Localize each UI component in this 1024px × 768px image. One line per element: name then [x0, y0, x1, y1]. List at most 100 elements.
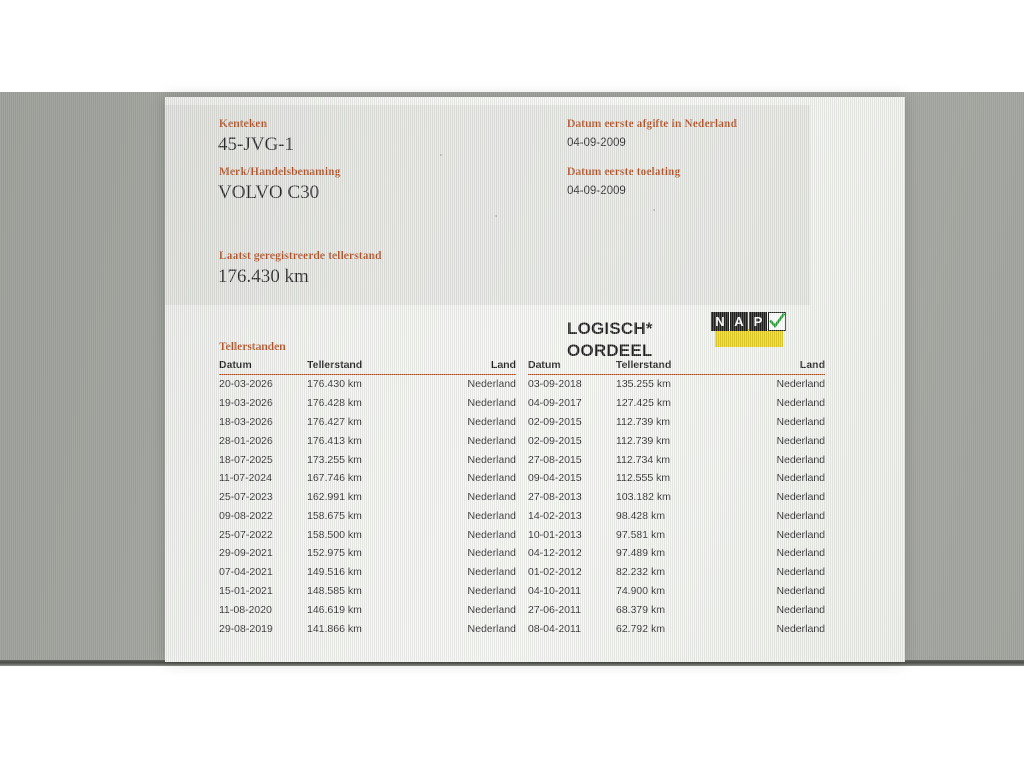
table-row: 25-07-2022 158.500 km Nederland — [219, 525, 516, 544]
column-header-datum: Datum — [528, 359, 616, 375]
cell-datum: 27-08-2013 — [528, 491, 582, 504]
cell-land: Nederland — [776, 415, 825, 428]
cell-tellerstand: 152.975 km — [307, 547, 362, 560]
cell-tellerstand: 97.581 km — [616, 528, 666, 541]
cell-land: Nederland — [467, 378, 516, 391]
cell-land: Nederland — [776, 397, 825, 410]
cell-tellerstand: 112.555 km — [616, 472, 671, 485]
table-row: 28-01-2026 176.413 km Nederland — [219, 431, 516, 450]
table-row: 25-07-2023 162.991 km Nederland — [219, 488, 516, 507]
mileage-table-left: Datum Tellerstand Land 20-03-2026 176.430… — [219, 359, 516, 638]
cell-tellerstand: 176.427 km — [307, 415, 362, 428]
column-header-datum: Datum — [219, 359, 307, 375]
cell-land: Nederland — [776, 453, 825, 466]
cell-land: Nederland — [467, 397, 516, 410]
kenteken-value: 45-JVG-1 — [218, 134, 294, 155]
cell-tellerstand: 141.866 km — [307, 622, 362, 635]
cell-tellerstand: 103.182 km — [616, 491, 671, 504]
cell-land: Nederland — [467, 528, 516, 541]
cell-datum: 20-03-2026 — [219, 378, 273, 391]
table-row: 02-09-2015 112.739 km Nederland — [528, 431, 825, 450]
cell-tellerstand: 74.900 km — [616, 584, 666, 597]
table-row: 18-07-2025 173.255 km Nederland — [219, 450, 516, 469]
cell-datum: 04-09-2017 — [528, 397, 582, 410]
cell-tellerstand: 158.675 km — [307, 509, 362, 522]
cell-tellerstand: 148.585 km — [307, 584, 362, 597]
table-body: 20-03-2026 176.430 km Nederland 19-03-2026 1… — [219, 375, 516, 638]
header-panel — [165, 105, 810, 305]
vehicle-history-document: Kenteken 45-JVG-1 Merk/Handelsbenaming V… — [165, 97, 905, 662]
cell-tellerstand: 146.619 km — [307, 603, 362, 616]
cell-tellerstand: 112.739 km — [616, 415, 671, 428]
table-row: 09-04-2015 112.555 km Nederland — [528, 469, 825, 488]
cell-land: Nederland — [776, 603, 825, 616]
table-row: 29-08-2019 141.866 km Nederland — [219, 619, 516, 638]
cell-tellerstand: 112.739 km — [616, 434, 671, 447]
table-row: 04-12-2012 97.489 km Nederland — [528, 544, 825, 563]
nap-letter-n: N — [711, 312, 729, 331]
cell-datum: 14-02-2013 — [528, 509, 582, 522]
cell-land: Nederland — [776, 547, 825, 560]
cell-land: Nederland — [467, 547, 516, 560]
cell-datum: 29-08-2019 — [219, 622, 273, 635]
nap-logo: N A P — [711, 312, 786, 352]
cell-tellerstand: 135.255 km — [616, 378, 671, 391]
cell-land: Nederland — [776, 622, 825, 635]
table-row: 11-07-2024 167.746 km Nederland — [219, 469, 516, 488]
cell-datum: 27-08-2015 — [528, 453, 582, 466]
verdict-line-2: OORDEEL — [567, 341, 653, 360]
table-head: Datum Tellerstand Land — [219, 359, 516, 375]
table-body: 03-09-2018 135.255 km Nederland 04-09-2017 1… — [528, 375, 825, 638]
table-row: 27-08-2015 112.734 km Nederland — [528, 450, 825, 469]
cell-land: Nederland — [467, 566, 516, 579]
cell-datum: 01-02-2012 — [528, 566, 582, 579]
cell-land: Nederland — [467, 453, 516, 466]
cell-land: Nederland — [467, 415, 516, 428]
nap-letter-p: P — [749, 312, 767, 331]
cell-tellerstand: 127.425 km — [616, 397, 671, 410]
table-header-row: Datum Tellerstand Land — [219, 359, 516, 375]
cell-land: Nederland — [776, 434, 825, 447]
nap-yellow-bar — [715, 329, 783, 347]
cell-land: Nederland — [467, 584, 516, 597]
cell-tellerstand: 62.792 km — [616, 622, 666, 635]
table-row: 09-08-2022 158.675 km Nederland — [219, 506, 516, 525]
cell-tellerstand: 149.516 km — [307, 566, 362, 579]
table-row: 27-08-2013 103.182 km Nederland — [528, 488, 825, 507]
cell-land: Nederland — [776, 378, 825, 391]
table-row: 29-09-2021 152.975 km Nederland — [219, 544, 516, 563]
cell-datum: 02-09-2015 — [528, 415, 582, 428]
cell-tellerstand: 158.500 km — [307, 528, 362, 541]
checkmark-icon — [768, 312, 786, 331]
cell-datum: 25-07-2022 — [219, 528, 273, 541]
cell-datum: 04-12-2012 — [528, 547, 582, 560]
cell-datum: 02-09-2015 — [528, 434, 582, 447]
table-row: 19-03-2026 176.428 km Nederland — [219, 394, 516, 413]
datum-afgifte-value: 04-09-2009 — [567, 137, 626, 149]
nap-letter-a: A — [730, 312, 748, 331]
cell-land: Nederland — [467, 434, 516, 447]
kenteken-label: Kenteken — [219, 118, 268, 130]
cell-tellerstand: 176.428 km — [307, 397, 362, 410]
column-header-land: Land — [736, 359, 825, 375]
datum-toelating-label: Datum eerste toelating — [567, 166, 681, 178]
table-row: 04-10-2011 74.900 km Nederland — [528, 582, 825, 601]
cell-tellerstand: 82.232 km — [616, 566, 666, 579]
cell-datum: 10-01-2013 — [528, 528, 582, 541]
table-row: 18-03-2026 176.427 km Nederland — [219, 413, 516, 432]
cell-datum: 18-07-2025 — [219, 453, 273, 466]
cell-tellerstand: 162.991 km — [307, 491, 362, 504]
verdict-block: LOGISCH* OORDEEL — [567, 318, 653, 362]
cell-datum: 27-06-2011 — [528, 603, 581, 616]
column-header-land: Land — [427, 359, 516, 375]
cell-datum: 29-09-2021 — [219, 547, 273, 560]
cell-datum: 09-08-2022 — [219, 509, 273, 522]
cell-datum: 09-04-2015 — [528, 472, 582, 485]
cell-land: Nederland — [776, 528, 825, 541]
cell-datum: 07-04-2021 — [219, 566, 273, 579]
cell-datum: 03-09-2018 — [528, 378, 582, 391]
cell-tellerstand: 112.734 km — [616, 453, 671, 466]
column-header-tellerstand: Tellerstand — [307, 359, 427, 375]
tellerstanden-heading: Tellerstanden — [219, 341, 286, 353]
cell-datum: 19-03-2026 — [219, 397, 273, 410]
